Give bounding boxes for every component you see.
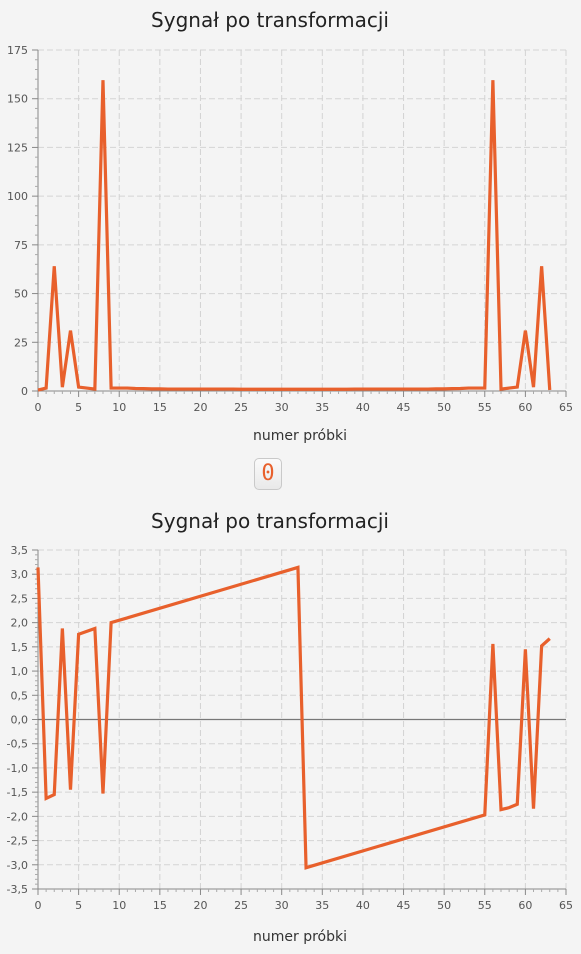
y-tick-label: -2,5 — [7, 835, 28, 848]
y-tick-label: 0,5 — [11, 689, 29, 702]
x-tick-label: 15 — [153, 401, 167, 414]
x-tick-label: 45 — [397, 899, 411, 912]
x-tick-label: 0 — [35, 401, 42, 414]
x-tick-label: 40 — [356, 899, 370, 912]
transform-chart-bottom: -3,5 -3,0 -2,5 -2,0 -1,5 -1,0 -0,5 0,0 0,5 1,0 1,5… — [7, 544, 573, 912]
y-tick-label: 25 — [14, 336, 28, 349]
x-tick-label: 5 — [75, 899, 82, 912]
x-tick-label: 10 — [112, 401, 126, 414]
x-tick-label: 5 — [75, 401, 82, 414]
x-tick-label: 60 — [518, 401, 532, 414]
x-tick-label: 35 — [315, 401, 329, 414]
x-axis-label-top: numer próbki — [253, 428, 347, 444]
transform-chart-top: 0 25 50 75 100 125 150 175 0 5 10 15 20 25 30 35 40 45 50 5… — [7, 44, 573, 414]
y-tick-label: 3,5 — [11, 544, 29, 557]
y-tick-label: 2,5 — [11, 592, 29, 605]
x-tick-label: 55 — [478, 899, 492, 912]
chart-title-bottom: Sygnał po transformacji — [151, 509, 389, 533]
y-tick-label: 0,0 — [11, 714, 29, 727]
x-tick-label: 20 — [193, 401, 207, 414]
x-tick-label: 60 — [518, 899, 532, 912]
y-tick-label: 3,0 — [11, 568, 29, 581]
series-line-1 — [37, 80, 552, 392]
x-tick-label: 65 — [559, 899, 573, 912]
y-tick-label: -1,0 — [7, 762, 28, 775]
y-tick-label: 1,5 — [11, 641, 29, 654]
y-tick-label: -3,5 — [7, 883, 28, 896]
x-tick-label: 0 — [35, 899, 42, 912]
y-tick-label: 150 — [7, 93, 28, 106]
y-tick-label: 1,0 — [11, 665, 29, 678]
x-tick-label: 15 — [153, 899, 167, 912]
x-tick-label: 65 — [559, 401, 573, 414]
x-tick-label: 45 — [397, 401, 411, 414]
x-tick-label: 40 — [356, 401, 370, 414]
x-tick-label: 10 — [112, 899, 126, 912]
y-tick-label: 125 — [7, 141, 28, 154]
y-tick-label: 75 — [14, 239, 28, 252]
y-tick-label: -0,5 — [7, 738, 28, 751]
x-tick-label: 25 — [234, 899, 248, 912]
y-tick-label: -3,0 — [7, 859, 28, 872]
x-tick-label: 50 — [437, 899, 451, 912]
x-tick-label: 35 — [315, 899, 329, 912]
y-tick-label: 100 — [7, 190, 28, 203]
x-tick-label: 55 — [478, 401, 492, 414]
x-tick-label: 25 — [234, 401, 248, 414]
y-tick-label: 175 — [7, 44, 28, 57]
x-axis-label-bottom: numer próbki — [253, 929, 347, 945]
y-tick-label: 50 — [14, 288, 28, 301]
x-tick-label: 30 — [275, 401, 289, 414]
x-tick-label: 20 — [193, 899, 207, 912]
y-tick-label: -2,0 — [7, 810, 28, 823]
x-tick-label: 50 — [437, 401, 451, 414]
y-tick-label: 0 — [21, 385, 28, 398]
grid-lines — [38, 49, 567, 391]
chart-title-top: Sygnał po transformacji — [151, 8, 389, 32]
y-tick-label: 2,0 — [11, 617, 29, 630]
series-line-1 — [36, 565, 551, 870]
x-tick-label: 30 — [275, 899, 289, 912]
toggle-button[interactable]: 0 — [254, 458, 282, 490]
y-tick-label: -1,5 — [7, 786, 28, 799]
